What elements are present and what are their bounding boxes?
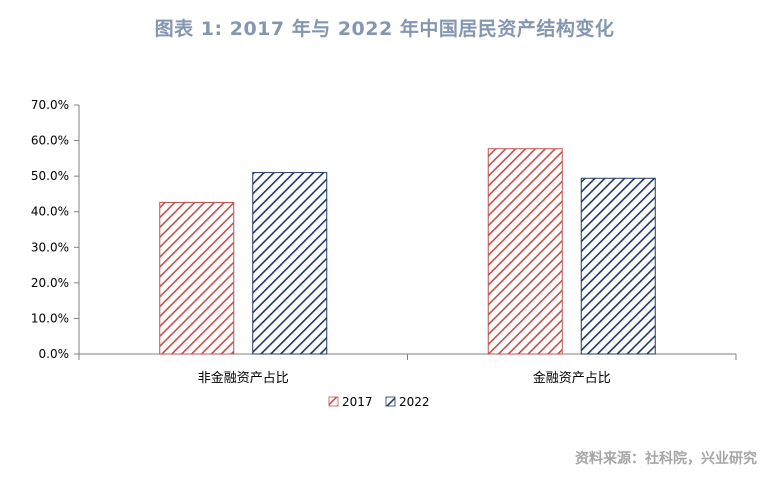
chart-title: 图表 1: 2017 年与 2022 年中国居民资产结构变化 — [154, 18, 615, 40]
bar-2017-1 — [487, 148, 563, 355]
y-tick-label: 50.0% — [31, 169, 69, 183]
source-note: 资料来源：社科院，兴业研究 — [575, 451, 757, 467]
legend-label-2022: 2022 — [399, 395, 430, 409]
y-tick-label: 10.0% — [31, 311, 69, 325]
y-tick-label: 30.0% — [31, 240, 69, 254]
y-tick-label: 0.0% — [39, 347, 70, 361]
y-tick-label: 20.0% — [31, 276, 69, 290]
y-tick-label: 70.0% — [31, 98, 69, 112]
legend-label-2017: 2017 — [342, 395, 373, 409]
bar-2022-0 — [252, 172, 328, 355]
y-tick-label: 40.0% — [31, 205, 69, 219]
y-tick-label: 60.0% — [31, 134, 69, 148]
x-category-label: 金融资产占比 — [533, 370, 611, 386]
legend-swatch-2017 — [328, 396, 339, 407]
bar-2022-1 — [580, 177, 656, 355]
bar-2017-0 — [159, 201, 235, 355]
legend-swatch-2022 — [385, 396, 396, 407]
x-category-label: 非金融资产占比 — [198, 370, 289, 386]
